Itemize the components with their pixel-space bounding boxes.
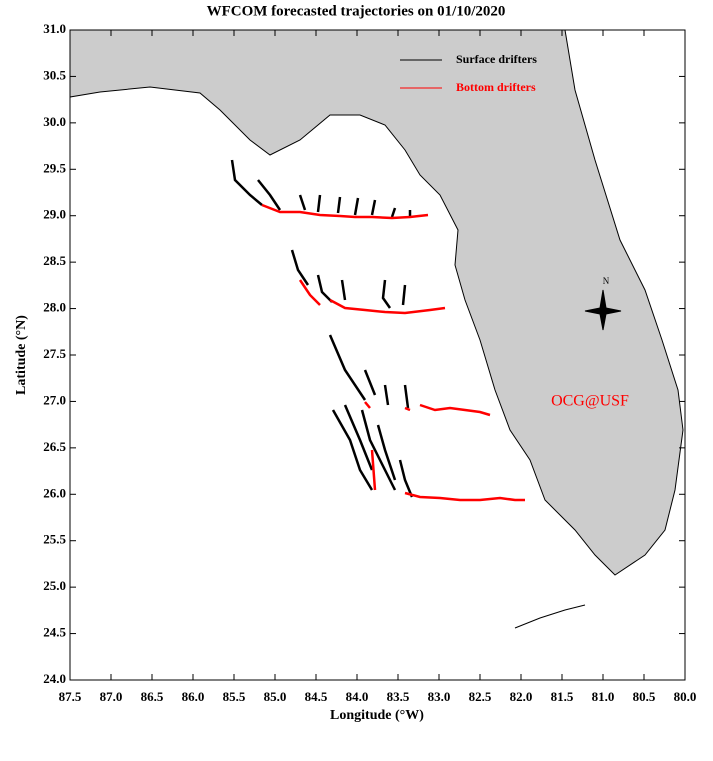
y-tick-label: 29.5 — [43, 160, 66, 175]
compass-rose — [584, 289, 622, 331]
x-tick-label: 84.5 — [305, 689, 328, 704]
x-tick-label: 87.5 — [59, 689, 82, 704]
x-tick-label: 80.0 — [674, 689, 697, 704]
y-tick-label: 26.5 — [43, 439, 66, 454]
y-tick-label: 31.0 — [43, 21, 66, 36]
y-tick-label: 28.5 — [43, 253, 66, 268]
y-tick-label: 25.0 — [43, 578, 66, 593]
x-axis-label: Longitude (°W) — [330, 708, 424, 723]
y-tick-label: 30.0 — [43, 114, 66, 129]
x-tick-label: 83.5 — [387, 689, 410, 704]
y-tick-label: 27.0 — [43, 392, 66, 407]
x-tick-label: 81.5 — [551, 689, 574, 704]
y-axis-label: Latitude (°N) — [14, 315, 29, 395]
y-tick-label: 28.0 — [43, 300, 66, 315]
y-tick-label: 25.5 — [43, 532, 66, 547]
x-tick-label: 86.5 — [141, 689, 164, 704]
trajectories — [230, 159, 525, 502]
annotation: OCG@USF — [551, 393, 629, 410]
land — [69, 29, 684, 576]
chart-title: WFCOM forecasted trajectories on 01/10/2… — [207, 3, 506, 19]
surface-track — [230, 159, 414, 498]
keys — [514, 604, 586, 629]
legend-label: Bottom drifters — [456, 80, 536, 94]
compass-label: N — [603, 276, 610, 286]
y-tick-label: 24.0 — [43, 671, 66, 686]
y-tick-label: 27.5 — [43, 346, 66, 361]
x-tick-label: 84.0 — [346, 689, 369, 704]
x-tick-label: 85.0 — [264, 689, 287, 704]
bottom-track — [261, 203, 525, 502]
x-tick-label: 87.0 — [100, 689, 123, 704]
y-tick-label: 30.5 — [43, 67, 66, 82]
legend-label: Surface drifters — [456, 52, 537, 66]
x-tick-label: 86.0 — [182, 689, 205, 704]
compass — [584, 289, 622, 331]
x-tick-label: 80.5 — [633, 689, 656, 704]
x-tick-label: 83.0 — [428, 689, 451, 704]
y-tick-label: 24.5 — [43, 625, 66, 640]
x-tick-label: 85.5 — [223, 689, 246, 704]
x-tick-label: 82.5 — [469, 689, 492, 704]
y-tick-label: 26.0 — [43, 485, 66, 500]
y-tick-label: 29.0 — [43, 207, 66, 222]
x-tick-label: 81.0 — [592, 689, 615, 704]
x-tick-label: 82.0 — [510, 689, 533, 704]
